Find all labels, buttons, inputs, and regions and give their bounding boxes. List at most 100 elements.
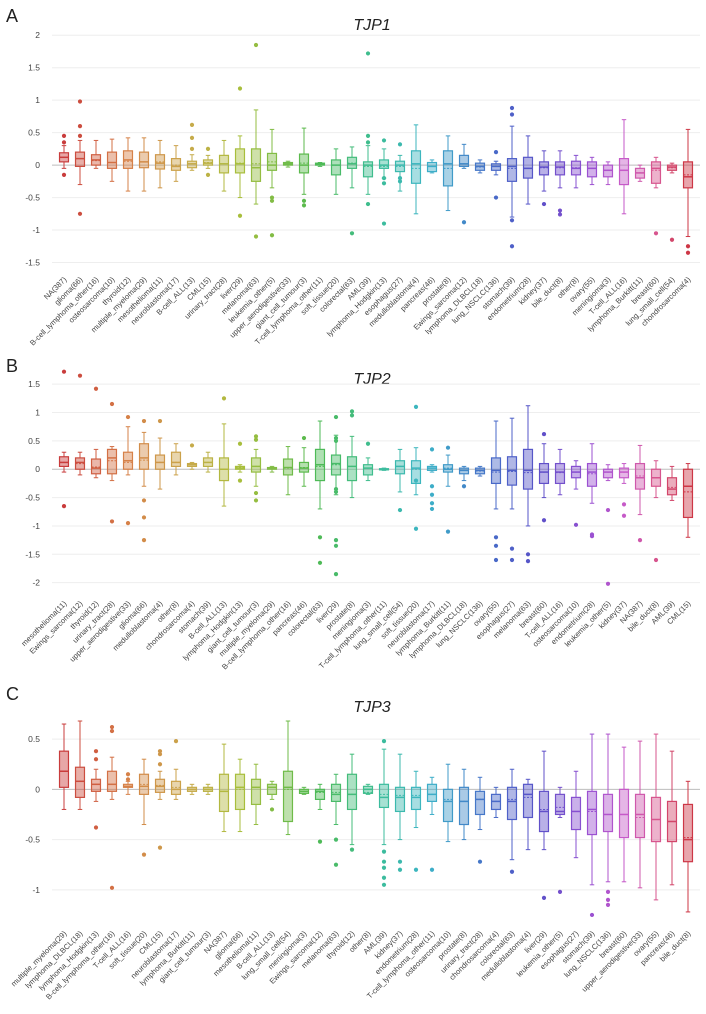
outlier-point (461, 220, 467, 225)
outlier-point (157, 762, 163, 767)
outlier-point (253, 234, 259, 239)
box-iqr (570, 796, 582, 831)
box-thyroid(12) (90, 386, 102, 479)
box-multiple_myeloma(29) (266, 465, 278, 473)
outlier-point (525, 552, 531, 557)
box-bile_duct(8) (682, 780, 694, 913)
box-breast(60) (650, 156, 662, 236)
box-T-cell_lymphoma_other(11) (378, 467, 390, 471)
box-T-cell_lymphoma_other(11) (314, 162, 326, 167)
box-iqr (394, 460, 406, 475)
outlier-point (413, 526, 419, 531)
outlier-point (493, 150, 499, 155)
outlier-point (509, 105, 515, 111)
y-tick-label: 2 (35, 30, 40, 40)
outlier-point (413, 404, 419, 409)
outlier-point (333, 438, 339, 443)
outlier-point (685, 244, 691, 249)
outlier-point (557, 889, 563, 894)
box-iqr (362, 161, 374, 178)
box-chondrosarcoma(4) (682, 128, 694, 255)
box-B-cell_ALL(13) (218, 396, 230, 507)
box-iqr (682, 468, 694, 519)
box-medulloblastoma(4) (154, 418, 166, 490)
box-iqr (250, 148, 262, 182)
outlier-point (77, 124, 83, 129)
box-iqr (58, 750, 70, 788)
outlier-point (333, 538, 339, 543)
outlier-point (61, 504, 67, 509)
box-iqr (314, 788, 326, 800)
box-esophagus(27) (570, 770, 582, 859)
panel-B: BTJP2-2-1.5-1-0.500.511.5mesothelioma(11… (6, 356, 700, 671)
outlier-point (397, 507, 403, 513)
box-lung_NSCLC(136) (602, 733, 614, 908)
box-endometrium(28) (522, 135, 534, 205)
box-esophagus(27) (506, 417, 518, 563)
outlier-point (269, 198, 275, 203)
outlier-point (429, 506, 435, 512)
box-meningioma(3) (298, 786, 310, 795)
outlier-point (349, 231, 355, 236)
box-ovary(55) (650, 733, 662, 901)
x-tick-label: B-cell_lymphoma_other(16) (28, 275, 101, 348)
outlier-point (109, 519, 115, 524)
outlier-point (301, 203, 307, 208)
outlier-point (189, 135, 195, 140)
panel-title: TJP1 (353, 17, 390, 34)
box-lung_NSCLC(136) (474, 465, 486, 477)
outlier-point (381, 138, 387, 143)
box-iqr (138, 151, 150, 169)
outlier-point (381, 865, 387, 870)
outlier-point (349, 847, 355, 852)
box-medulloblastoma(4) (410, 124, 422, 215)
box-CML(15) (202, 146, 214, 177)
outlier-point (109, 401, 115, 407)
outlier-point (605, 902, 611, 908)
box-pancreas(46) (298, 435, 310, 487)
box-kidney(37) (538, 150, 550, 207)
box-melanoma(63) (250, 42, 262, 239)
box-CML(15) (682, 463, 694, 538)
box-iqr (90, 458, 102, 475)
box-giant_cell_tumour(3) (202, 783, 214, 795)
box-glioma(66) (234, 758, 246, 833)
box-melanoma(63) (330, 773, 342, 867)
box-iqr (522, 448, 534, 490)
outlier-point (221, 396, 227, 401)
box-iqr (138, 443, 150, 470)
outlier-point (381, 849, 387, 854)
outlier-point (61, 140, 67, 145)
outlier-point (333, 489, 339, 495)
box-iqr (378, 159, 390, 169)
outlier-point (77, 133, 83, 138)
outlier-point (381, 859, 387, 864)
box-medulloblastoma(4) (522, 778, 534, 851)
box-iqr (250, 778, 262, 806)
y-tick-label: 1.5 (28, 379, 40, 389)
outlier-point (605, 581, 611, 586)
box-iqr (218, 773, 230, 813)
panel-A: A TJP1-1.5-1-0.500.511.52NA(387)glioma(66… (6, 6, 700, 347)
box-ovary(55) (490, 420, 502, 563)
y-tick-label: -1.5 (25, 258, 40, 268)
box-soft_tissue(20) (330, 148, 342, 195)
outlier-point (493, 195, 499, 200)
panel-letter: B (6, 356, 18, 376)
box-lymphoma_Hodgkin(13) (90, 749, 102, 830)
outlier-point (77, 373, 83, 378)
outlier-point (93, 386, 99, 391)
outlier-point (269, 195, 275, 200)
outlier-point (141, 852, 147, 857)
box-chondrosarcoma(4) (490, 786, 502, 818)
outlier-point (381, 875, 387, 880)
outlier-point (317, 560, 323, 565)
outlier-point (445, 529, 451, 534)
outlier-point (109, 885, 115, 890)
box-other(8) (570, 154, 582, 189)
outlier-point (141, 498, 147, 503)
outlier-point (93, 757, 99, 762)
box-NA(387) (634, 444, 646, 543)
outlier-point (141, 515, 147, 520)
panel-title: TJP2 (353, 371, 390, 388)
